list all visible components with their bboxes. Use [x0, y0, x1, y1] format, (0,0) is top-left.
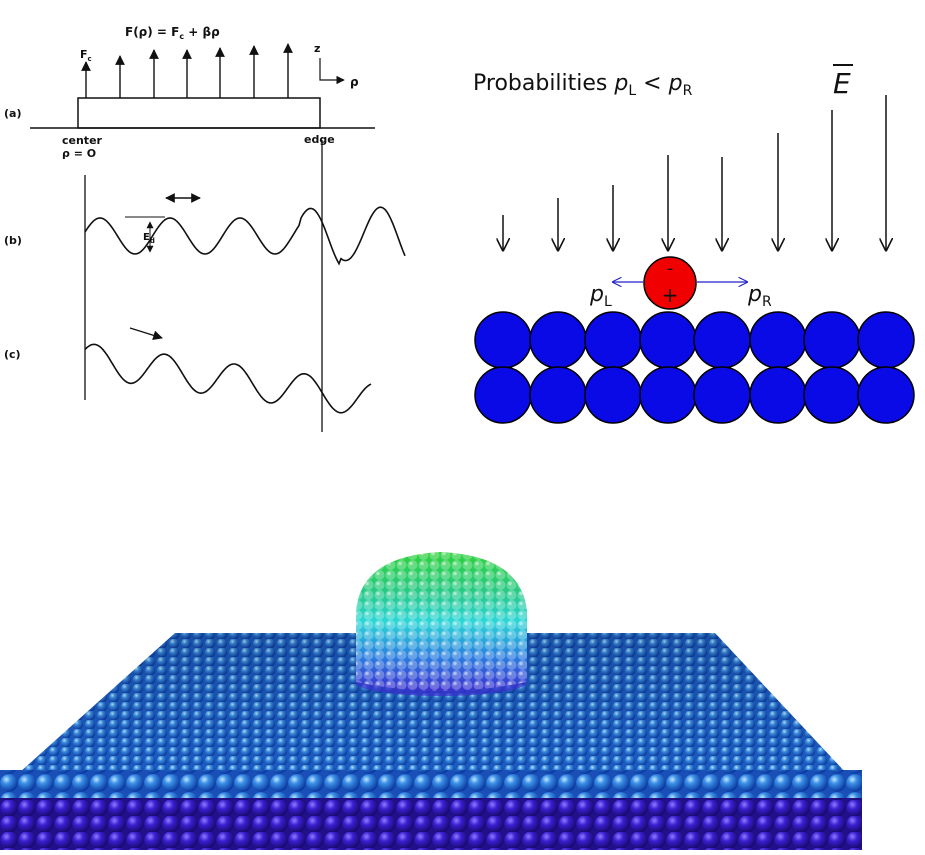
- slab-front: [0, 798, 862, 850]
- atom: [585, 312, 641, 368]
- right-prob-sub: R: [762, 294, 772, 310]
- axes-icon: [320, 58, 344, 80]
- force-rest: + βρ: [184, 25, 220, 39]
- atom: [475, 312, 531, 368]
- field-label: E: [833, 67, 851, 100]
- right-prob-p: p: [747, 282, 762, 307]
- atom: [530, 312, 586, 368]
- force-arrows: [86, 44, 288, 98]
- surface-atoms: [475, 312, 914, 423]
- figure: F(ρ) = Fc + βρ Fc z ρ (a) center ρ = O e…: [0, 0, 925, 855]
- fc-sub: c: [88, 55, 92, 63]
- row-a-label: (a): [4, 107, 21, 120]
- prob-title: Probabilities pL < pR: [473, 71, 693, 99]
- atom: [475, 367, 531, 423]
- rho-axis-label: ρ: [350, 75, 359, 89]
- center-rho-label: ρ = O: [62, 147, 96, 160]
- atom: [640, 312, 696, 368]
- atom: [804, 367, 860, 423]
- atom: [694, 367, 750, 423]
- atom: [804, 312, 860, 368]
- wave-b: [85, 207, 405, 264]
- atomic-render: [0, 552, 862, 850]
- atom: [530, 367, 586, 423]
- prob-op: <: [636, 71, 668, 96]
- force-text: F(ρ) = F: [125, 25, 179, 39]
- prob-p2: p: [668, 71, 683, 96]
- z-axis-label: z: [314, 42, 320, 55]
- force-label: F(ρ) = Fc + βρ: [125, 25, 220, 41]
- prob-p1: p: [613, 71, 628, 96]
- atom: [585, 367, 641, 423]
- right-panel: Probabilities pL < pR E - + pL pR: [473, 65, 914, 423]
- box: [78, 98, 320, 128]
- atom: [858, 312, 914, 368]
- slab-front-top: [0, 770, 862, 800]
- left-prob: pL: [589, 282, 612, 310]
- dome-atoms: [356, 552, 527, 691]
- fc-text: F: [80, 48, 88, 61]
- field-arrows: [503, 95, 886, 250]
- left-prob-p: p: [589, 282, 604, 307]
- atom: [694, 312, 750, 368]
- center-label: center: [62, 134, 103, 147]
- atom: [858, 367, 914, 423]
- edge-label: edge: [304, 133, 335, 146]
- prob-text: Probabilities: [473, 71, 614, 96]
- fc-label: Fc: [80, 48, 92, 63]
- prob-s2: R: [683, 83, 693, 99]
- plus-sign: +: [662, 283, 679, 307]
- prob-s1: L: [628, 83, 636, 99]
- left-panel: F(ρ) = Fc + βρ Fc z ρ (a) center ρ = O e…: [4, 25, 405, 432]
- left-prob-sub: L: [604, 294, 612, 310]
- right-prob: pR: [747, 282, 772, 310]
- minus-sign: -: [667, 258, 674, 279]
- atom: [750, 367, 806, 423]
- tilt-arrow: [130, 328, 162, 338]
- row-b-label: (b): [4, 234, 22, 247]
- wave-c: [85, 344, 371, 412]
- atom: [640, 367, 696, 423]
- atom: [750, 312, 806, 368]
- ed-sub: d: [150, 237, 155, 245]
- row-c-label: (c): [4, 348, 21, 361]
